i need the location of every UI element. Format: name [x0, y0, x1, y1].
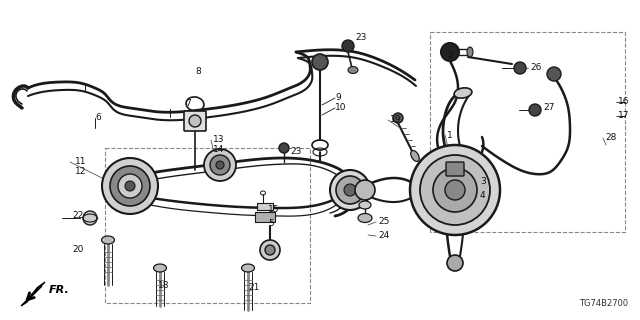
- Circle shape: [420, 155, 490, 225]
- Text: 6: 6: [95, 114, 100, 123]
- Ellipse shape: [154, 264, 166, 272]
- Text: 13: 13: [213, 135, 225, 145]
- Text: 20: 20: [72, 245, 83, 254]
- Text: 14: 14: [213, 146, 225, 155]
- Circle shape: [447, 255, 463, 271]
- Text: 15: 15: [268, 205, 280, 214]
- Circle shape: [204, 149, 236, 181]
- Text: 24: 24: [378, 231, 389, 241]
- Bar: [257, 203, 273, 210]
- Text: 16: 16: [618, 98, 630, 107]
- Circle shape: [547, 67, 561, 81]
- Text: 25: 25: [378, 218, 389, 227]
- Text: 4: 4: [480, 191, 486, 201]
- Bar: [430, 32, 625, 232]
- Text: 18: 18: [158, 281, 170, 290]
- Text: 11: 11: [75, 157, 86, 166]
- Text: 8: 8: [195, 68, 201, 76]
- Text: 22: 22: [72, 211, 83, 220]
- Ellipse shape: [411, 150, 419, 162]
- Polygon shape: [21, 282, 45, 306]
- Text: 23: 23: [290, 148, 301, 156]
- Circle shape: [125, 181, 135, 191]
- Circle shape: [344, 184, 356, 196]
- Circle shape: [110, 166, 150, 206]
- Ellipse shape: [348, 67, 358, 74]
- Circle shape: [445, 180, 465, 200]
- Text: 27: 27: [543, 103, 554, 113]
- Circle shape: [260, 240, 280, 260]
- Circle shape: [83, 211, 97, 225]
- Text: 5: 5: [268, 220, 274, 228]
- Text: 26: 26: [530, 63, 541, 73]
- Circle shape: [279, 143, 289, 153]
- Bar: [255, 212, 275, 222]
- Text: 21: 21: [248, 284, 259, 292]
- Circle shape: [330, 170, 370, 210]
- Text: 2: 2: [447, 51, 452, 60]
- Text: 10: 10: [335, 103, 346, 113]
- Text: 17: 17: [618, 111, 630, 121]
- FancyBboxPatch shape: [184, 111, 206, 131]
- Ellipse shape: [241, 264, 255, 272]
- Ellipse shape: [102, 236, 115, 244]
- Text: 28: 28: [605, 133, 616, 142]
- Bar: [105, 148, 310, 303]
- Ellipse shape: [467, 47, 473, 57]
- Circle shape: [342, 40, 354, 52]
- Circle shape: [514, 62, 526, 74]
- Text: 7: 7: [185, 99, 191, 108]
- Circle shape: [529, 104, 541, 116]
- Circle shape: [355, 180, 375, 200]
- Text: FR.: FR.: [49, 285, 70, 295]
- Text: 23: 23: [355, 34, 366, 43]
- Text: TG74B2700: TG74B2700: [579, 299, 628, 308]
- Circle shape: [102, 158, 158, 214]
- Ellipse shape: [359, 201, 371, 209]
- Circle shape: [189, 115, 201, 127]
- Ellipse shape: [454, 88, 472, 98]
- Ellipse shape: [358, 213, 372, 222]
- Text: 9: 9: [335, 93, 340, 102]
- Circle shape: [336, 176, 364, 204]
- Circle shape: [216, 161, 224, 169]
- Circle shape: [312, 54, 328, 70]
- Circle shape: [433, 168, 477, 212]
- Circle shape: [441, 43, 459, 61]
- Circle shape: [410, 145, 500, 235]
- Circle shape: [393, 113, 403, 123]
- Circle shape: [210, 155, 230, 175]
- Text: 1: 1: [447, 131, 452, 140]
- Circle shape: [265, 245, 275, 255]
- Text: 3: 3: [480, 178, 486, 187]
- FancyBboxPatch shape: [446, 162, 464, 176]
- Circle shape: [118, 174, 142, 198]
- Text: 19: 19: [390, 116, 401, 124]
- Text: 12: 12: [75, 167, 86, 177]
